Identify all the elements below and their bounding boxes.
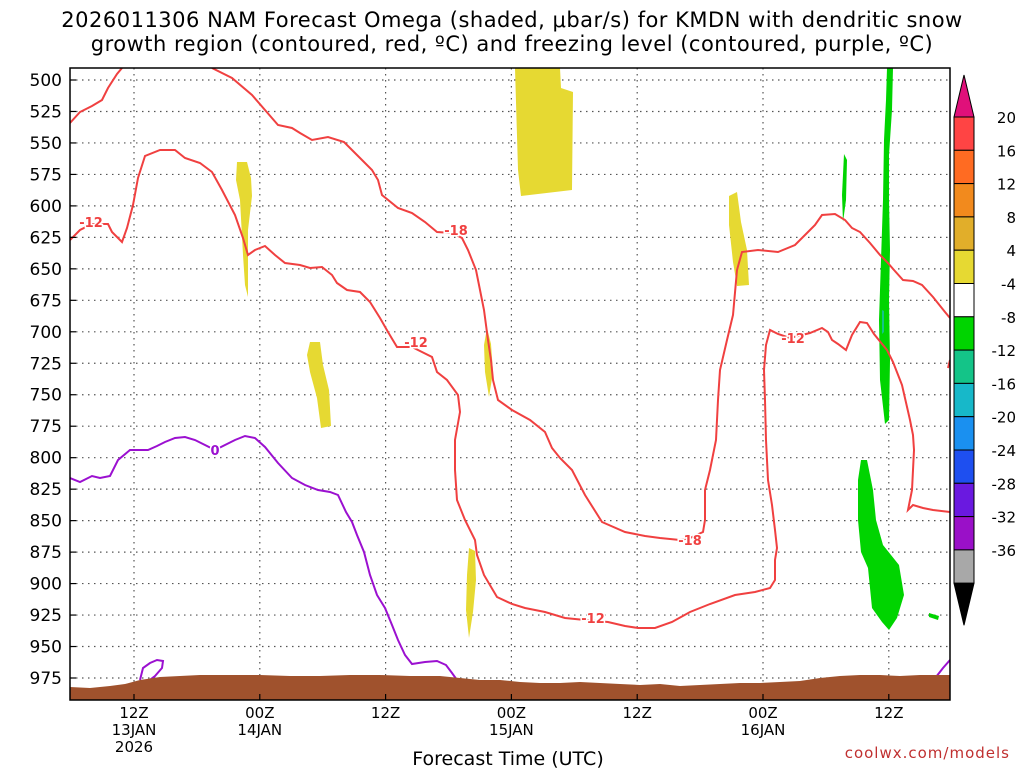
contour-label: -18	[678, 534, 702, 549]
colorbar-under-arrow	[953, 582, 975, 626]
y-tick-label: 625	[30, 228, 62, 248]
y-tick-label: 600	[30, 197, 62, 217]
colorbar-label: -4	[1001, 276, 1016, 294]
plot-frame	[69, 67, 951, 701]
y-tick-label: 975	[30, 669, 62, 689]
colorbar: 20 16 12 8 4 -4 -8 -12 -16 -20 -24 -28 -32 -36	[953, 74, 1017, 626]
contour-label: -12	[581, 612, 605, 627]
colorbar-label: -32	[992, 509, 1017, 527]
colorbar-label: 4	[1006, 242, 1016, 260]
dgz-contour-warm-left	[70, 68, 123, 124]
colorbar-label: -36	[992, 542, 1017, 560]
colorbar-label: -8	[1001, 309, 1016, 327]
y-tick-label: 550	[30, 134, 62, 154]
x-tick-label: 12Z	[371, 704, 400, 722]
colorbar-label: 8	[1006, 209, 1016, 227]
x-tick-label: 2026	[115, 738, 153, 756]
colorbar-label: 12	[997, 176, 1016, 194]
gridlines	[70, 68, 950, 700]
y-tick-label: 725	[30, 354, 62, 374]
colorbar-label: -20	[992, 409, 1017, 427]
omega-area	[484, 328, 493, 397]
omega-area	[929, 613, 939, 620]
colorbar-bin	[953, 183, 975, 218]
colorbar-label: 20	[997, 109, 1016, 127]
contours	[70, 68, 950, 685]
colorbar-bin	[953, 249, 975, 284]
x-axis-label: Forecast Time (UTC)	[412, 748, 603, 768]
colorbar-bin	[953, 516, 975, 551]
colorbar-label: 16	[997, 142, 1016, 160]
colorbar-over-arrow	[953, 74, 975, 118]
y-tick-label: 650	[30, 260, 62, 280]
freezing-contour	[935, 659, 950, 678]
contour-label: 0	[210, 444, 219, 459]
omega-area	[236, 162, 252, 297]
y-tick-label: 800	[30, 449, 62, 469]
omega-area	[466, 548, 476, 638]
omega-area	[882, 310, 884, 334]
y-tick-label: 675	[30, 291, 62, 311]
x-tick-label: 13JAN	[112, 721, 157, 739]
y-tick-label: 575	[30, 165, 62, 185]
colorbar-label: -16	[992, 375, 1017, 393]
x-tick-label: 12Z	[119, 704, 148, 722]
ground-surface	[70, 675, 950, 700]
freezing-contour	[70, 434, 458, 681]
contour-label: -12	[781, 332, 805, 347]
omega-shading	[236, 68, 939, 638]
colorbar-bin	[953, 283, 975, 318]
terrain	[70, 675, 950, 700]
x-tick-label: 15JAN	[489, 721, 534, 739]
contour-labels: -12 -18 -12 -12 -18 -12 0	[78, 215, 807, 629]
y-tick-label: 525	[30, 102, 62, 122]
colorbar-bin	[953, 149, 975, 185]
colorbar-bin	[953, 316, 975, 351]
colorbar-bin	[953, 216, 975, 251]
colorbar-bin	[953, 116, 975, 151]
x-tick-label: 00Z	[245, 704, 274, 722]
omega-area	[729, 192, 749, 286]
x-tick-label: 00Z	[748, 704, 777, 722]
colorbar-bin	[953, 349, 975, 384]
y-tick-label: 750	[30, 386, 62, 406]
y-tick-label: 775	[30, 417, 62, 437]
colorbar-label: -12	[992, 342, 1017, 360]
y-tick-label: 950	[30, 638, 62, 658]
y-tick-label: 850	[30, 512, 62, 532]
omega-area	[307, 342, 331, 428]
contour-label: -18	[444, 224, 468, 239]
x-tick-label: 16JAN	[741, 721, 786, 739]
x-tick-label: 12Z	[874, 704, 903, 722]
colorbar-bin	[953, 382, 975, 418]
omega-area	[879, 68, 893, 424]
omega-area	[515, 68, 573, 196]
colorbar-label: -28	[992, 475, 1017, 493]
colorbar-bin	[953, 482, 975, 518]
colorbar-bin	[953, 449, 975, 484]
dgz-contour-warm-main	[70, 149, 950, 629]
y-tick-label: 900	[30, 575, 62, 595]
chart-title-line-1: 2026011306 NAM Forecast Omega (shaded, μ…	[61, 8, 963, 32]
colorbar-label: -24	[992, 442, 1017, 460]
y-tick-label: 500	[30, 71, 62, 91]
x-tick-label: 14JAN	[237, 721, 282, 739]
axes: 500 525 550 575 600 625 650 675 700 725 750 775 800 8…	[30, 67, 951, 756]
colorbar-bin	[953, 416, 975, 451]
omega-area	[842, 154, 847, 222]
chart-title-line-2: growth region (contoured, red, ºC) and f…	[90, 32, 934, 56]
y-tick-label: 925	[30, 606, 62, 626]
y-tick-label: 700	[30, 323, 62, 343]
x-tick-label: 12Z	[623, 704, 652, 722]
contour-label: -12	[79, 216, 103, 231]
contour-label: -12	[404, 336, 428, 351]
credit-text: coolwx.com/models	[844, 744, 1010, 762]
y-tick-label: 875	[30, 543, 62, 563]
omega-area	[858, 460, 904, 630]
x-tick-label: 00Z	[497, 704, 526, 722]
y-tick-label: 825	[30, 480, 62, 500]
dgz-contour-cold-upper	[211, 68, 950, 542]
colorbar-bin	[953, 549, 975, 584]
